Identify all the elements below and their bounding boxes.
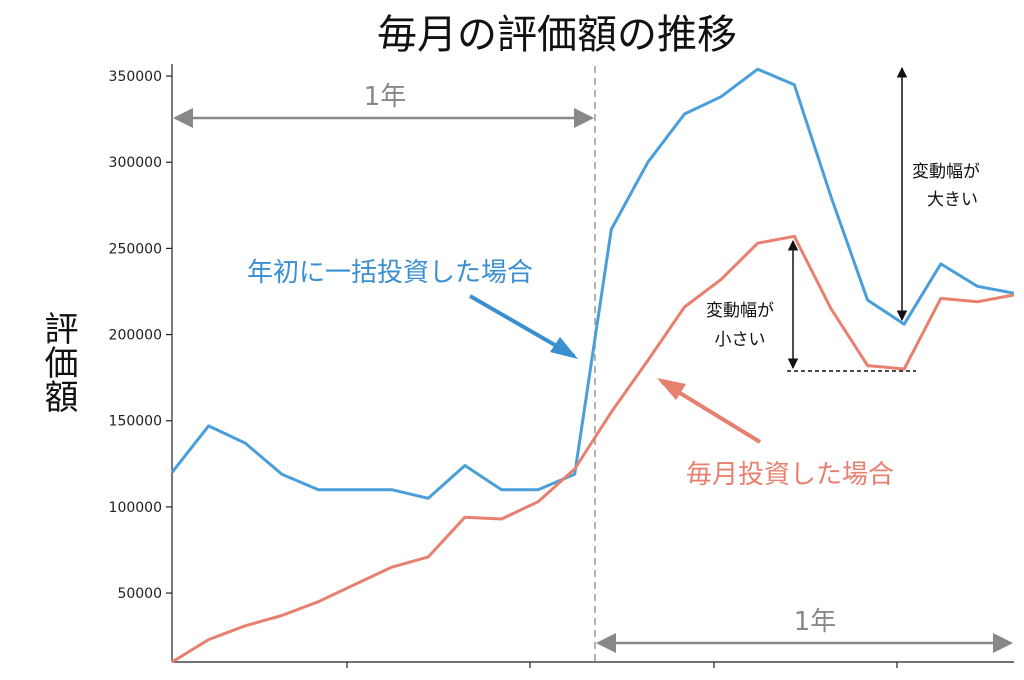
one-year-left-label: 1年	[364, 82, 407, 112]
small-range-label-line1: 変動幅が	[706, 301, 774, 321]
y-axis-label: 評価額	[38, 311, 78, 413]
lump-sum-label: 年初に一括投資した場合	[247, 258, 533, 288]
one-year-right-label: 1年	[794, 607, 837, 637]
y-tick-label: 150000	[109, 414, 162, 430]
series-line-monthly	[171, 234, 1015, 664]
lump-sum-arrowhead	[550, 337, 578, 359]
large-range-label-line1: 変動幅が	[912, 162, 980, 182]
y-tick-label: 200000	[109, 328, 162, 344]
monthly-arrowhead	[657, 378, 686, 400]
y-ticks: 50000 100000 150000 200000 250000 300000 35000…	[109, 69, 172, 602]
series-group	[170, 67, 1015, 664]
series-line-lump-sum	[170, 67, 1015, 500]
x-ticks	[346, 662, 898, 668]
y-tick-label: 250000	[109, 241, 162, 257]
small-range-label-line2: 小さい	[715, 330, 766, 350]
large-range-label-line2: 大きい	[927, 190, 978, 210]
y-tick-label: 50000	[117, 586, 162, 602]
chart-title: 毎月の評価額の推移	[377, 12, 737, 58]
y-tick-label: 100000	[109, 500, 162, 516]
y-tick-label: 300000	[109, 155, 162, 171]
y-tick-label: 350000	[109, 69, 162, 85]
monthly-label: 毎月投資した場合	[686, 460, 894, 490]
